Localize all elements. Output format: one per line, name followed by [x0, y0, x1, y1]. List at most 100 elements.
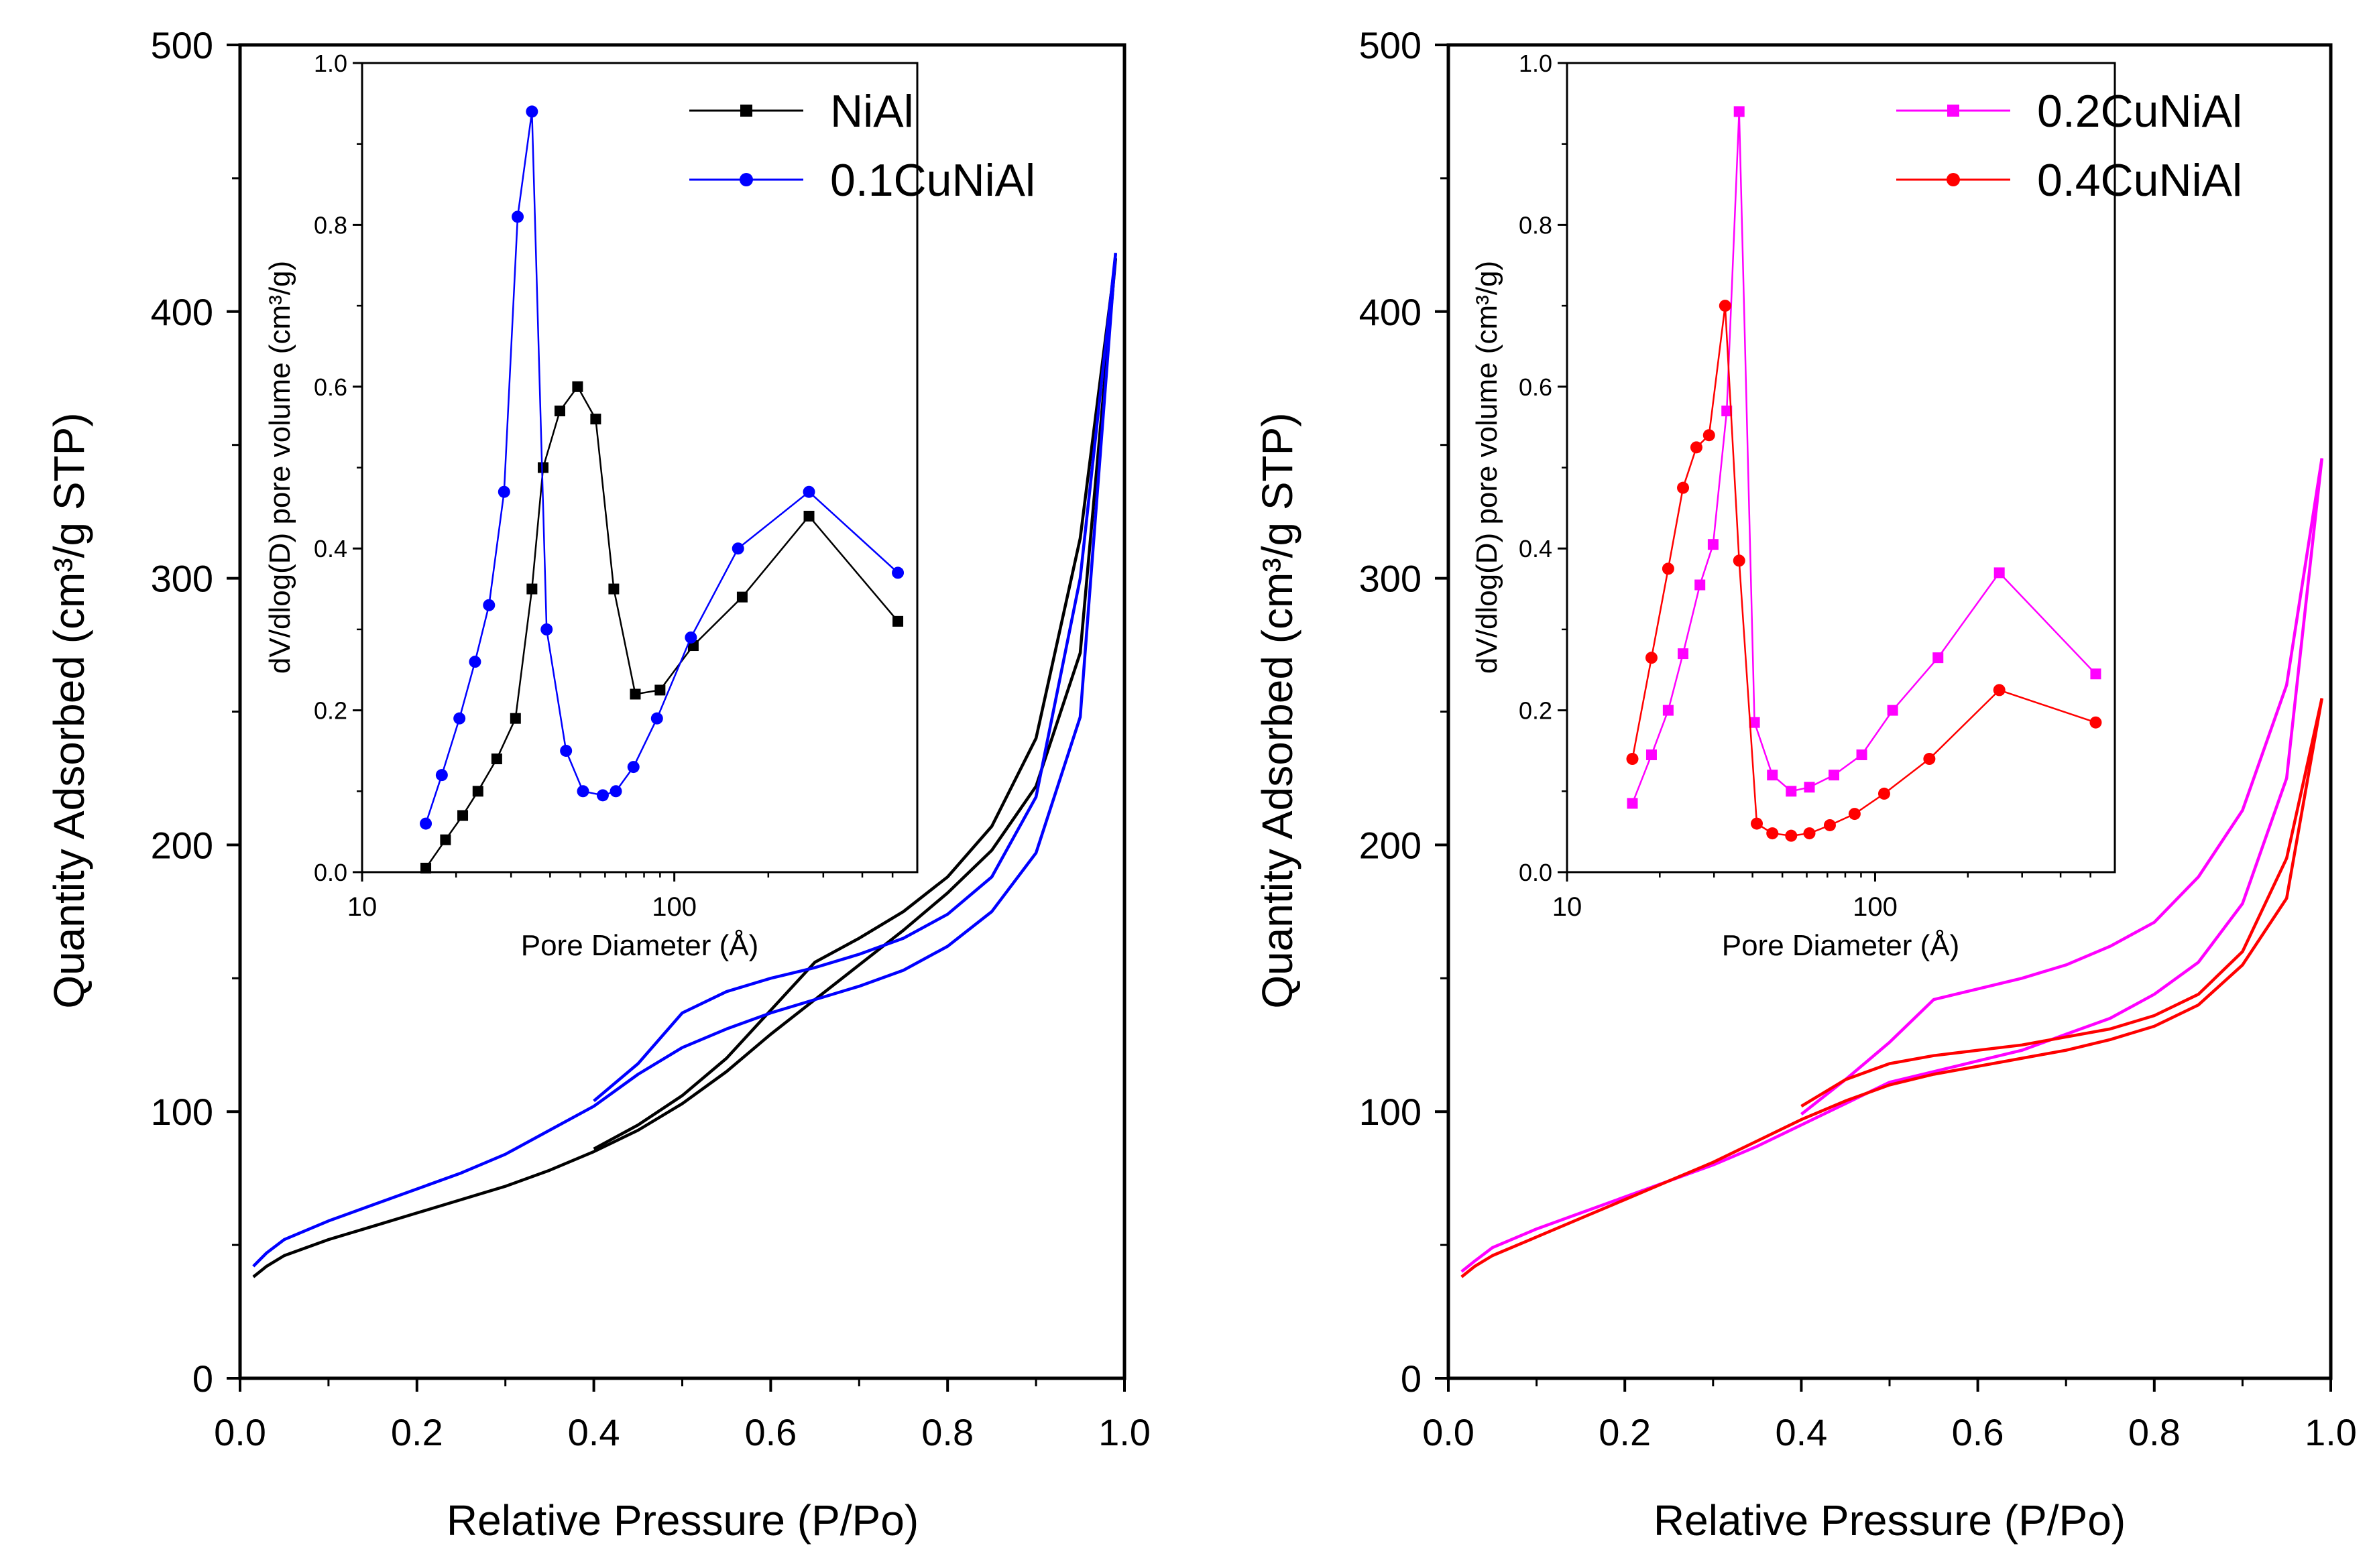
right-inset-0-4cunial-point [1993, 684, 2006, 697]
left-x-axis-label: Relative Pressure (P/Po) [447, 1496, 919, 1545]
right-inset-0-2cunial-point [1993, 567, 2005, 579]
left-y-tick-label: 100 [151, 1091, 213, 1133]
right-inset-0-2cunial-point [2090, 668, 2101, 680]
right-inset-0-2cunial-point [1678, 648, 1689, 660]
left-inset-y-tick-label: 0.8 [314, 211, 347, 239]
left-inset-0-1cunial-point [498, 485, 510, 498]
left-x-tick-label: 0.8 [921, 1411, 974, 1453]
right-isotherm-series [1460, 458, 2324, 1278]
right-inset-0-4cunial-point [1751, 817, 1763, 830]
left-y-tick-label: 200 [151, 824, 213, 866]
left-series-0-1cunial-adsorption-line [252, 253, 1118, 1268]
left-legend-nial-label: NiAl [830, 86, 914, 137]
left-series-0-1cunial-desorption-line [593, 253, 1118, 1103]
left-inset-ticks: 10 100 0.0 0.2 0.4 0.6 0.8 1.0 [314, 50, 894, 922]
right-legend-0-4cunial-label: 0.4CuNiAl [2037, 155, 2242, 206]
left-inset-nial-point [491, 753, 502, 765]
right-inset-0-2cunial-point [1733, 106, 1745, 117]
right-inset-0-4cunial-point [1823, 819, 1836, 831]
right-ticks: 0.0 0.2 0.4 0.6 0.8 1.0 0 100 200 300 400 500 [1359, 24, 2357, 1453]
left-inset-nial-line [424, 385, 899, 869]
right-y-tick-label: 400 [1359, 291, 1422, 333]
right-series-0-4cunial-adsorption-line [1460, 698, 2324, 1278]
left-legend: NiAl 0.1CuNiAl [689, 86, 1035, 206]
right-inset-0-4cunial-point [1785, 829, 1798, 842]
right-inset-0-2cunial-point [1662, 705, 1674, 716]
right-inset-0-4cunial-line [1631, 305, 2096, 837]
left-plot-frame [238, 43, 1126, 1380]
right-inset-0-2cunial-point [1627, 798, 1638, 809]
left-inset-y-tick-label: 0.4 [314, 535, 347, 562]
left-inset-0-1cunial-point [453, 712, 466, 725]
left-inset-nial-point [472, 786, 483, 797]
right-x-tick-label: 0.6 [1952, 1411, 2004, 1453]
left-inset-0-1cunial-point [560, 744, 573, 757]
left-series-nial-adsorption-line [252, 257, 1118, 1278]
left-inset-nial-point [537, 462, 548, 473]
left-inset-nial-point [420, 862, 432, 873]
left-inset: 10 100 0.0 0.2 0.4 0.6 0.8 1.0 Pore Diameter (Å… [264, 50, 919, 962]
right-inset-0-2cunial-point [1804, 782, 1815, 793]
left-y-tick-label: 400 [151, 291, 213, 333]
left-x-tick-label: 1.0 [1098, 1411, 1151, 1453]
left-inset-0-1cunial-point [732, 542, 744, 555]
right-inset-0-2cunial-point [1829, 770, 1840, 781]
left-inset-y-tick-label: 0.0 [314, 859, 347, 886]
left-inset-nial-point [526, 583, 538, 595]
right-x-axis-label: Relative Pressure (P/Po) [1654, 1496, 2126, 1545]
right-y-tick-label: 100 [1359, 1091, 1422, 1133]
right-inset-0-4cunial-point [1690, 441, 1702, 454]
left-inset-0-1cunial-point [650, 712, 663, 725]
right-inset-0-4cunial-point [1677, 481, 1690, 494]
left-inset-nial-point [590, 414, 601, 425]
right-inset-y-label: dV/dlog(D) pore volume (cm³/g) [1470, 261, 1503, 674]
left-inset-0-1cunial-point [892, 566, 905, 579]
right-x-tick-label: 1.0 [2305, 1411, 2357, 1453]
left-inset-nial-point [654, 684, 666, 696]
right-inset-0-2cunial-point [1694, 579, 1706, 591]
right-inset-0-2cunial-point [1749, 717, 1760, 728]
left-inset-0-1cunial-point [577, 785, 589, 798]
left-inset-nial-point [892, 615, 904, 627]
left-inset-0-1cunial-point [469, 656, 481, 668]
right-inset-x-tick-label: 100 [1853, 892, 1898, 922]
left-legend-nial-marker [740, 105, 752, 117]
left-ticks: 0.0 0.2 0.4 0.6 0.8 1.0 0 100 200 300 400 500 [151, 24, 1151, 1453]
right-inset-0-4cunial-point [1702, 429, 1715, 442]
right-plot-frame [1446, 43, 2333, 1380]
left-y-axis-label: Quantity Adsorbed (cm³/g STP) [45, 412, 93, 1008]
left-inset-0-1cunial-point [627, 761, 640, 774]
right-inset-0-2cunial-point [1932, 652, 1944, 664]
left-inset-y-label: dV/dlog(D) pore volume (cm³/g) [264, 261, 296, 674]
left-inset-nial-point [510, 713, 521, 724]
left-series-nial-desorption-line [593, 257, 1118, 1150]
right-y-tick-label: 200 [1359, 824, 1422, 866]
left-inset-x-tick-label: 10 [347, 892, 378, 922]
right-inset-y-tick-label: 0.6 [1519, 373, 1552, 401]
left-y-tick-label: 500 [151, 24, 213, 66]
right-inset-y-tick-label: 0.0 [1519, 859, 1552, 886]
right-inset-0-4cunial-point [1923, 753, 1936, 766]
right-inset-0-2cunial-point [1721, 406, 1733, 417]
right-inset-x-tick-label: 10 [1552, 892, 1582, 922]
right-inset-0-4cunial-point [1719, 300, 1731, 312]
right-series-0-4cunial-desorption-line [1800, 698, 2323, 1108]
right-panel: 0.0 0.2 0.4 0.6 0.8 1.0 0 100 200 300 400 500 Relat… [1253, 24, 2357, 1545]
right-y-tick-label: 0 [1401, 1358, 1422, 1400]
right-inset-0-2cunial-line [1631, 111, 2097, 804]
left-inset-nial-point [736, 591, 748, 603]
left-inset-0-1cunial-point [526, 105, 538, 118]
left-inset-nial-point [572, 381, 583, 392]
right-inset-y-tick-label: 0.4 [1519, 535, 1552, 562]
left-x-tick-label: 0.6 [744, 1411, 797, 1453]
right-inset-0-2cunial-point [1856, 749, 1867, 760]
left-inset-0-1cunial-point [420, 817, 432, 830]
left-inset-y-tick-label: 0.2 [314, 697, 347, 725]
left-isotherm-series [252, 253, 1118, 1278]
right-inset-0-2cunial-point [1887, 705, 1898, 716]
right-inset-0-4cunial-point [2089, 716, 2102, 729]
left-inset-nial-point [554, 406, 565, 417]
right-inset: 10 100 0.0 0.2 0.4 0.6 0.8 1.0 Pore Diameter (Å… [1470, 50, 2116, 962]
left-panel: 0.0 0.2 0.4 0.6 0.8 1.0 0 100 200 300 400 500 Relat… [45, 24, 1151, 1545]
right-inset-0-4cunial-point [1733, 554, 1745, 567]
